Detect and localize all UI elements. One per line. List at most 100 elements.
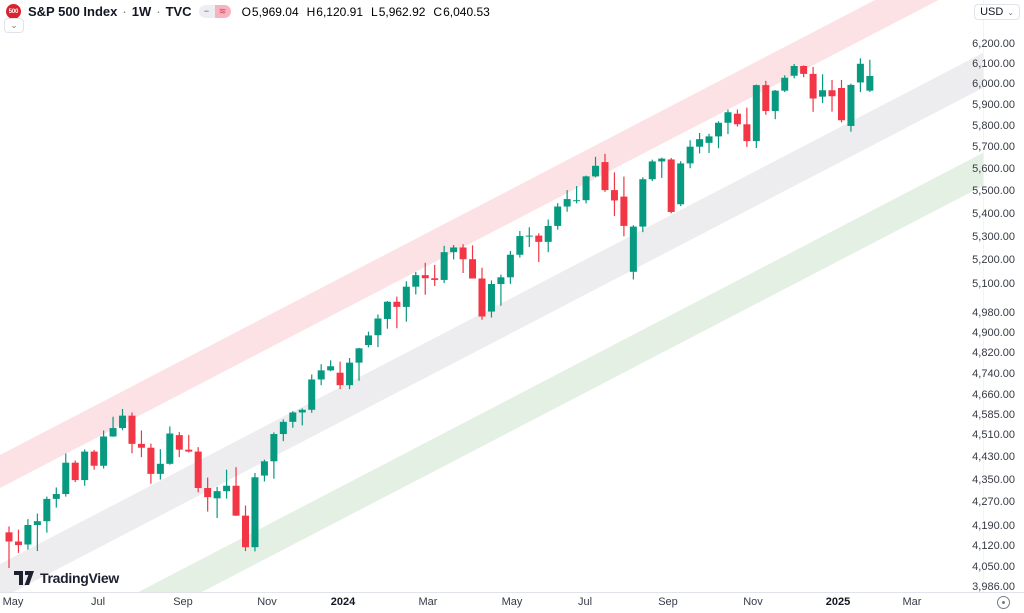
price-axis[interactable]: 6,200.00 6,100.00 6,000.00 5,900.00 5,800.00… — [972, 0, 1024, 593]
separator-dot: · — [122, 4, 127, 19]
candle — [62, 453, 70, 497]
tradingview-logo[interactable]: TradingView — [14, 570, 119, 586]
candle — [317, 364, 325, 386]
price-tick-label: 4,350.00 — [972, 473, 1015, 486]
price-tick-label: 4,270.00 — [972, 496, 1015, 509]
candle — [355, 347, 363, 381]
candle — [232, 467, 240, 516]
price-tick-label: 4,980.00 — [972, 307, 1015, 320]
low-label: L — [371, 4, 378, 19]
source-badge-icon[interactable]: ≋ — [214, 5, 231, 18]
candle — [563, 190, 571, 212]
price-tick-label: 5,200.00 — [972, 254, 1015, 267]
candle — [223, 469, 231, 499]
candle — [412, 272, 420, 295]
legend-collapse-button[interactable]: ⌄ — [4, 18, 24, 33]
candle — [156, 449, 164, 480]
time-axis-separator — [0, 592, 1024, 593]
channel-band-lower-green[interactable] — [0, 152, 983, 592]
price-tick-label: 5,800.00 — [972, 119, 1015, 132]
candle — [554, 203, 562, 230]
candle — [260, 459, 268, 482]
time-tick-label: Mar — [418, 596, 438, 608]
candle — [573, 186, 581, 204]
chevron-down-icon: ⌄ — [10, 20, 18, 30]
candle — [128, 412, 136, 454]
interval-label: 1W — [131, 4, 152, 19]
candle — [819, 74, 827, 104]
candle — [327, 360, 335, 372]
candle — [497, 274, 505, 306]
candle — [204, 477, 212, 512]
candle — [516, 230, 524, 258]
price-tick-label: 5,100.00 — [972, 278, 1015, 291]
candle — [601, 153, 609, 192]
candle — [733, 109, 741, 127]
symbol-name: S&P 500 Index — [28, 4, 118, 19]
candle — [402, 281, 410, 322]
open-label: O — [241, 4, 251, 19]
candle — [81, 449, 89, 486]
price-tick-label: 4,120.00 — [972, 540, 1015, 553]
candle — [374, 314, 382, 348]
candle — [705, 133, 713, 153]
candle — [762, 80, 770, 115]
candle — [450, 245, 458, 260]
time-tick-label: 2025 — [825, 596, 851, 608]
time-axis[interactable]: May Jul Sep Nov 2024 Mar May Jul Sep Nov 2025 Mar — [0, 593, 1024, 613]
symbol-title[interactable]: S&P 500 Index · 1W · TVC — [28, 4, 192, 19]
candle — [147, 443, 155, 484]
time-tick-label: Nov — [257, 596, 277, 608]
price-tick-label: 6,200.00 — [972, 37, 1015, 50]
candle — [752, 84, 760, 148]
scale-reset-icon[interactable] — [997, 596, 1010, 609]
candle — [478, 267, 486, 320]
symbol-legend: 500 S&P 500 Index · 1W · TVC − ≋ O 5,969.… — [6, 4, 490, 19]
candle — [856, 58, 864, 93]
candle — [298, 408, 306, 426]
channel-band-mid-gray[interactable] — [0, 52, 983, 592]
candle — [90, 449, 98, 470]
candle — [242, 505, 249, 552]
candle — [119, 408, 127, 431]
high-value: 6,120.91 — [316, 4, 364, 19]
candle — [658, 157, 666, 178]
indicator-badges[interactable]: − ≋ — [198, 5, 231, 18]
candle — [809, 67, 817, 112]
candle — [743, 107, 751, 147]
exchange-label: TVC — [165, 4, 192, 19]
candle — [279, 419, 287, 442]
candle — [525, 227, 533, 248]
candle — [166, 426, 174, 465]
candle — [469, 245, 477, 279]
candle — [459, 244, 467, 273]
currency-selector[interactable]: USD ⌄ — [974, 4, 1020, 20]
candle — [52, 487, 60, 508]
candle — [109, 416, 117, 437]
candle — [790, 63, 798, 79]
price-tick-label: 4,430.00 — [972, 451, 1015, 464]
candle — [100, 430, 108, 469]
candle — [696, 132, 704, 154]
candle — [724, 109, 732, 135]
candle — [251, 473, 259, 552]
time-tick-label: Sep — [658, 596, 678, 608]
candle — [185, 434, 193, 453]
candle — [582, 175, 590, 204]
flat-badge-icon[interactable]: − — [198, 5, 215, 18]
price-chart[interactable] — [0, 0, 983, 592]
candle — [677, 161, 685, 207]
channel-band-upper-red[interactable] — [0, 0, 983, 488]
low-value: 5,962.92 — [378, 4, 426, 19]
time-tick-label: 2024 — [330, 596, 356, 608]
price-tick-label: 4,820.00 — [972, 347, 1015, 360]
candle — [544, 219, 552, 253]
candle — [5, 526, 13, 568]
time-tick-label: Jul — [577, 596, 593, 608]
candle — [639, 177, 647, 233]
candle — [137, 430, 145, 458]
candle — [828, 80, 836, 112]
candle — [14, 529, 22, 553]
time-tick-label: Sep — [173, 596, 193, 608]
